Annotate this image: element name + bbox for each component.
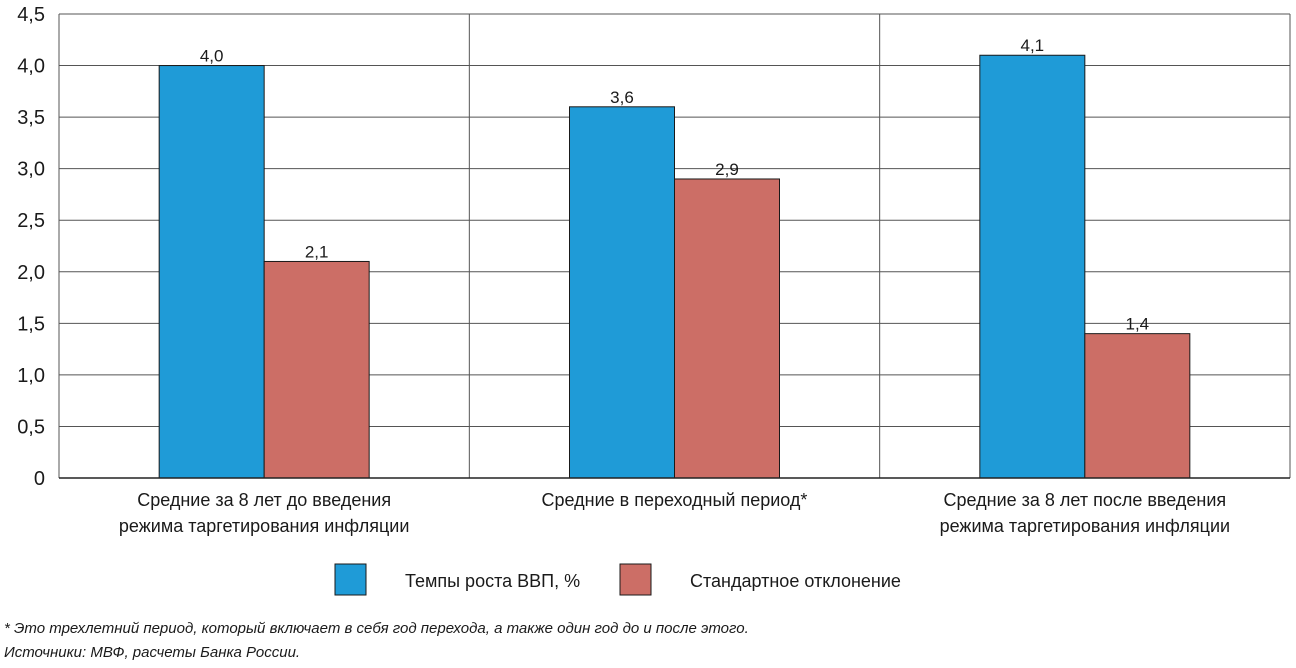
x-category-label: Средние за 8 лет после введения режима та… <box>940 490 1230 536</box>
y-tick-label: 1,0 <box>17 365 45 387</box>
bar <box>263 260 370 479</box>
bars <box>158 54 1191 479</box>
x-category-label: Средние в переходный период* <box>542 490 808 510</box>
bar <box>674 178 780 479</box>
y-tick-label: 0,5 <box>17 416 45 438</box>
bar-value-label: 1,4 <box>1126 315 1150 334</box>
y-tick-label: 4,5 <box>17 4 45 26</box>
y-tick-label: 1,5 <box>17 313 45 335</box>
bar-value-label: 4,0 <box>200 47 224 66</box>
legend-label: Темпы роста ВВП, % <box>405 571 580 591</box>
bar <box>979 54 1086 479</box>
bar <box>1084 333 1191 479</box>
y-tick-label: 2,0 <box>17 262 45 284</box>
y-tick-label: 4,0 <box>17 56 45 78</box>
data-labels: 4,0 2,1 3,6 2,9 4,1 1,4 <box>200 36 1149 333</box>
y-tick-label: 3,5 <box>17 107 45 129</box>
legend-swatch <box>334 563 367 596</box>
y-tick-label: 0 <box>34 468 45 490</box>
bar-value-label: 3,6 <box>610 88 634 107</box>
legend-swatch <box>619 563 652 596</box>
y-tick-label: 3,0 <box>17 159 45 181</box>
y-tick-label: 2,5 <box>17 210 45 232</box>
footnote: * Это трехлетний период, который включае… <box>4 620 749 637</box>
bar-value-label: 2,9 <box>715 160 739 179</box>
bar-value-label: 4,1 <box>1021 36 1045 55</box>
legend: Темпы роста ВВП, % Стандартное отклонение <box>334 563 901 596</box>
axes: 0 0,5 1,0 1,5 2,0 2,5 3,0 3,5 4,0 4,5 Средние за 8… <box>17 4 1290 536</box>
x-category-label: Средние за 8 лет до введения режима тарге… <box>119 490 409 536</box>
bar <box>569 106 675 479</box>
bar-value-label: 2,1 <box>305 242 329 261</box>
bar <box>158 65 265 479</box>
sources-note: Источники: МВФ, расчеты Банка России. <box>4 644 301 661</box>
legend-label: Стандартное отклонение <box>690 571 901 591</box>
